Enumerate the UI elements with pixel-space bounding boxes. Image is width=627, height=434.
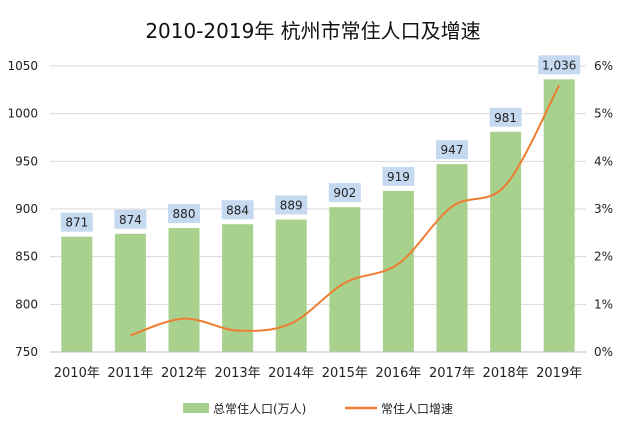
bar xyxy=(490,131,522,352)
data-label: 884 xyxy=(226,203,249,217)
data-label-box xyxy=(436,140,468,160)
y-left-tick-label: 850 xyxy=(15,250,38,264)
y-right-tick-label: 0% xyxy=(594,345,613,359)
y-right-tick-label: 5% xyxy=(594,107,613,121)
chart-title: 2010-2019年 杭州市常住人口及增速 xyxy=(145,19,480,43)
data-label-box xyxy=(382,166,415,186)
data-label: 874 xyxy=(119,213,142,227)
x-tick-label: 2013年 xyxy=(215,366,261,381)
x-tick-label: 2017年 xyxy=(429,366,475,381)
data-label: 981 xyxy=(494,111,517,125)
data-label: 902 xyxy=(333,186,356,200)
legend[interactable]: 总常住人口(万人) 常住人口增速 xyxy=(183,402,453,416)
bar xyxy=(436,164,468,352)
y-left-tick-label: 1000 xyxy=(7,107,38,121)
legend-label-growth: 常住人口增速 xyxy=(381,402,453,416)
data-label: 889 xyxy=(280,198,303,212)
data-label: 871 xyxy=(65,216,88,230)
bar xyxy=(168,228,200,352)
x-tick-label: 2016年 xyxy=(375,366,421,381)
data-label-box xyxy=(60,212,93,232)
legend-label-population: 总常住人口(万人) xyxy=(213,402,306,416)
growth-line xyxy=(130,84,561,337)
y-right-tick-label: 4% xyxy=(594,154,613,168)
bar xyxy=(275,219,307,352)
data-label-box xyxy=(538,55,581,75)
y-left-tick-label: 950 xyxy=(15,154,38,168)
data-label-box xyxy=(168,204,200,224)
legend-swatch-bar xyxy=(183,403,209,413)
x-tick-label: 2019年 xyxy=(536,366,582,381)
y-left-tick-label: 800 xyxy=(15,297,38,311)
data-labels: 871 874 880 884 889 902 919 947 981 1,036 xyxy=(60,55,581,232)
y-left-tick-label: 900 xyxy=(15,202,38,216)
bar xyxy=(543,79,575,352)
bar xyxy=(329,207,361,352)
y-right-tick-label: 2% xyxy=(594,250,613,264)
data-label: 880 xyxy=(173,207,196,221)
data-label-box xyxy=(114,209,147,229)
x-tick-label: 2011年 xyxy=(107,366,153,381)
y-left-tick-label: 1050 xyxy=(7,59,38,73)
x-tick-label: 2010年 xyxy=(54,366,100,381)
bar xyxy=(382,190,414,352)
data-label: 919 xyxy=(387,170,410,184)
bar xyxy=(222,224,254,352)
y-right-tick-label: 1% xyxy=(594,297,613,311)
data-label: 947 xyxy=(441,143,464,157)
x-tick-label: 2015年 xyxy=(322,366,368,381)
growth-line-series xyxy=(130,84,561,337)
x-tick-label: 2014年 xyxy=(268,366,314,381)
x-tick-label: 2018年 xyxy=(483,366,529,381)
y-right-tick-label: 6% xyxy=(594,59,613,73)
axes: 750 800 850 900 950 1000 1050 0% 1% 2% 3% 4% 5% 6% 201… xyxy=(7,59,613,381)
data-label-box xyxy=(221,200,254,220)
y-right-tick-label: 3% xyxy=(594,202,613,216)
x-tick-label: 2012年 xyxy=(161,366,207,381)
data-label-box xyxy=(328,183,361,203)
data-label: 1,036 xyxy=(542,58,576,72)
bar xyxy=(61,236,93,352)
y-left-tick-label: 750 xyxy=(15,345,38,359)
data-label-box xyxy=(489,107,522,127)
data-label-box xyxy=(275,195,308,215)
